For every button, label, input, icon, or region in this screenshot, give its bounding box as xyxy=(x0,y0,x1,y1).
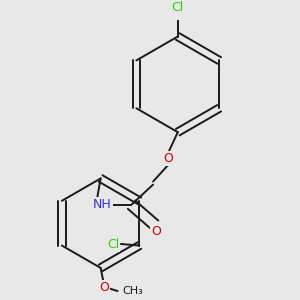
Text: NH: NH xyxy=(93,198,112,211)
Text: O: O xyxy=(151,225,161,238)
Text: Cl: Cl xyxy=(107,238,119,250)
Text: O: O xyxy=(99,281,109,295)
Text: Cl: Cl xyxy=(172,1,184,14)
Text: O: O xyxy=(164,152,173,165)
Text: CH₃: CH₃ xyxy=(122,286,143,296)
